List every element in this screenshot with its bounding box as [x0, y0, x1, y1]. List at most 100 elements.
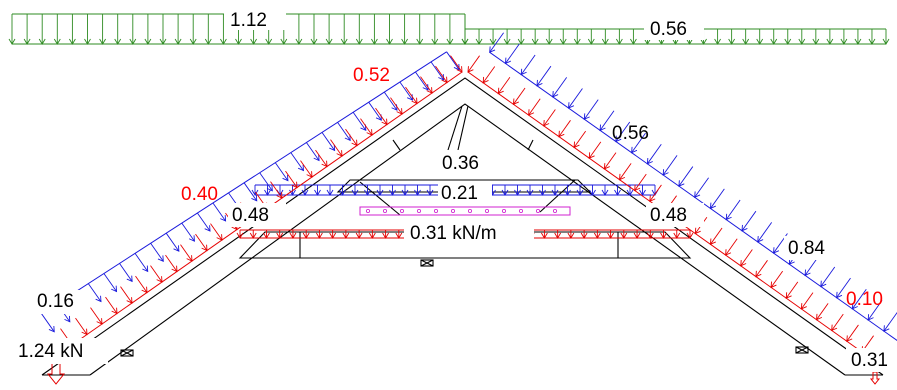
blue-collar-arrowhead	[639, 189, 646, 196]
red-right-arrow	[634, 173, 647, 191]
blue-right-arrow	[741, 210, 757, 232]
blue-left-arrow	[165, 232, 180, 252]
red-left-arrowhead	[381, 118, 388, 126]
red-left-arrow	[75, 317, 88, 335]
red-right-arrow	[604, 152, 617, 170]
red-left-arrow	[330, 139, 343, 157]
blue-left-arrowhead	[266, 184, 273, 192]
blue-left-arrow	[352, 112, 367, 131]
red-right-arrow	[482, 66, 496, 84]
snow-right-arrowhead	[672, 38, 679, 45]
snow-left-arrowhead	[8, 38, 16, 45]
truss-structure	[41, 77, 884, 376]
snow-left-arrowhead	[144, 38, 152, 45]
snow-right-arrowhead	[686, 38, 693, 45]
red-tie-arrowhead	[646, 232, 654, 239]
blue-left-arrowhead	[453, 63, 460, 71]
red-left-arrowhead	[111, 307, 118, 315]
red-left-arrow	[195, 233, 208, 251]
blue-left-arrowhead	[313, 154, 320, 162]
snow-right-arrowhead	[531, 38, 539, 45]
blue-left-arrowhead	[282, 174, 289, 182]
red-tie-arrowhead	[660, 232, 667, 239]
red-left-arrowhead	[411, 97, 418, 105]
blue-right-arrow	[662, 155, 678, 176]
left-lower-label: 0.16	[37, 291, 74, 312]
blue-right-arrowhead	[804, 269, 811, 277]
red-tie-arrowhead	[302, 232, 310, 239]
blue-right-arrowhead	[725, 213, 732, 221]
blue-right-arrow	[867, 300, 883, 321]
blue-left-arrow	[415, 71, 429, 91]
red-left-arrow	[345, 128, 358, 146]
red-left-arrow	[405, 86, 418, 104]
blue-right-arrow	[631, 132, 646, 153]
red-left-arrow	[375, 107, 388, 125]
blue-right-arrowhead	[820, 280, 827, 288]
red-tie-arrowhead	[567, 232, 575, 239]
blue-left-arrowhead	[344, 134, 351, 142]
blue-right-arrow	[757, 222, 773, 243]
blue-collar-arrowhead	[601, 189, 609, 196]
red-right-arrowhead	[558, 130, 565, 138]
red-right-arrow	[543, 109, 556, 127]
snow-left-arrowhead	[250, 38, 257, 45]
red-left-arrow	[90, 307, 103, 325]
blue-right-arrow	[599, 110, 615, 131]
blue-right-arrow	[694, 177, 709, 198]
blue-collar-arrowhead	[501, 189, 509, 196]
red-tie-arrowhead	[236, 232, 244, 239]
blue-collar-arrowhead	[564, 189, 571, 196]
red-tie-arrowhead	[263, 232, 270, 239]
blue-right-arrow	[710, 188, 725, 209]
blue-right-arrowhead	[504, 57, 511, 65]
red-left-arrowhead	[126, 297, 133, 304]
red-left-arrowhead	[426, 87, 433, 94]
snow-right-arrowhead	[700, 38, 707, 45]
internal-load-group	[359, 206, 571, 216]
blue-collar-arrowhead	[301, 189, 309, 196]
snow-right-arrowhead	[601, 38, 609, 45]
blue-left-arrowhead	[173, 245, 180, 252]
blue-collar-arrowhead	[401, 189, 409, 196]
collar-beam	[336, 179, 592, 193]
blue-left-arrowhead	[95, 295, 102, 303]
internal-marker	[365, 208, 370, 213]
left-point-load-label: 1.24 kN	[18, 341, 83, 362]
red-right-arrowhead	[634, 184, 641, 192]
blue-left-arrow	[446, 51, 460, 71]
blue-collar-arrowhead	[376, 189, 384, 196]
red-left-arrowhead	[366, 129, 373, 136]
red-tie-arrowhead	[342, 232, 350, 239]
right-mid-label: 0.48	[650, 205, 687, 226]
red-right-arrowhead	[467, 66, 474, 73]
blue-left-arrow	[430, 61, 445, 81]
blue-left-arrowhead	[251, 194, 258, 202]
blue-collar-arrowhead	[576, 189, 584, 196]
snow-right-arrowhead	[559, 38, 567, 45]
blue-right-arrowhead	[757, 236, 764, 243]
snow-left-arrowhead	[446, 38, 454, 45]
blue-left-arrow	[134, 253, 149, 272]
blue-collar-arrowhead	[389, 189, 396, 196]
left-mid-label: 0.48	[232, 205, 269, 226]
red-tie-arrowhead	[607, 232, 614, 239]
snow-left-arrowhead	[371, 38, 378, 45]
internal-marker	[484, 208, 489, 213]
red-left-arrowhead	[81, 328, 88, 336]
red-right-arrow	[831, 313, 844, 331]
red-right-arrowhead	[573, 141, 580, 149]
red-left-arrow	[210, 223, 223, 241]
right-point-load-label: 0.31	[851, 350, 888, 371]
blue-left-arrow	[243, 182, 258, 202]
red-left-arrow	[450, 55, 463, 73]
blue-left-arrow	[212, 202, 226, 222]
red-right-arrow	[467, 55, 480, 73]
red-right-arrow	[573, 130, 587, 148]
red-left-arrowhead	[291, 181, 298, 189]
red-right-arrow	[619, 163, 632, 180]
snow-right-arrowhead	[461, 38, 469, 45]
blue-collar-arrowhead	[326, 189, 334, 196]
blue-right-arrowhead	[678, 180, 685, 187]
internal-marker	[467, 208, 472, 213]
